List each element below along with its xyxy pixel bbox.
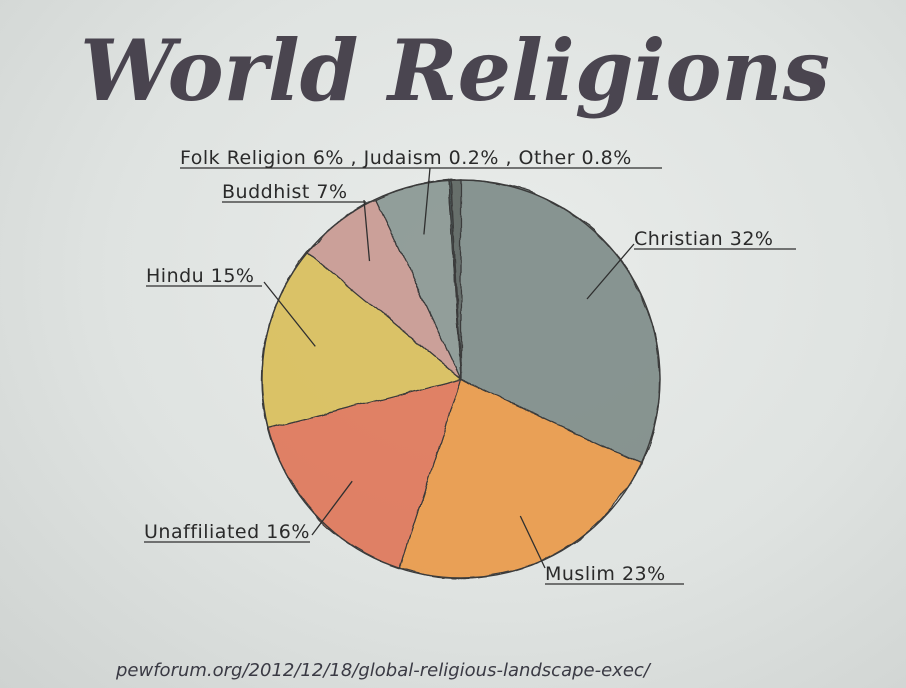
buddhist-label: Buddhist 7% xyxy=(222,181,348,203)
folk-religion-leader xyxy=(423,167,431,235)
christian-leader xyxy=(586,243,635,300)
pie-slices xyxy=(261,179,661,579)
chart-title: World Religions xyxy=(80,21,830,120)
pie-outline xyxy=(261,179,661,579)
unaffiliated-label: Unaffiliated 16% xyxy=(144,521,310,543)
leader-lines xyxy=(263,167,635,569)
unaffiliated-leader xyxy=(311,480,353,536)
christian-label: Christian 32% xyxy=(634,228,773,250)
folk-judaism-other-label: Folk Religion 6% , Judaism 0.2% , Other … xyxy=(180,147,632,169)
muslim-label: Muslim 23% xyxy=(545,563,666,585)
buddhist-leader xyxy=(363,199,371,262)
hindu-label: Hindu 15% xyxy=(146,265,254,287)
muslim-leader xyxy=(519,515,546,569)
source-url: pewforum.org/2012/12/18/global-religious… xyxy=(115,660,652,681)
hindu-leader xyxy=(263,281,316,347)
